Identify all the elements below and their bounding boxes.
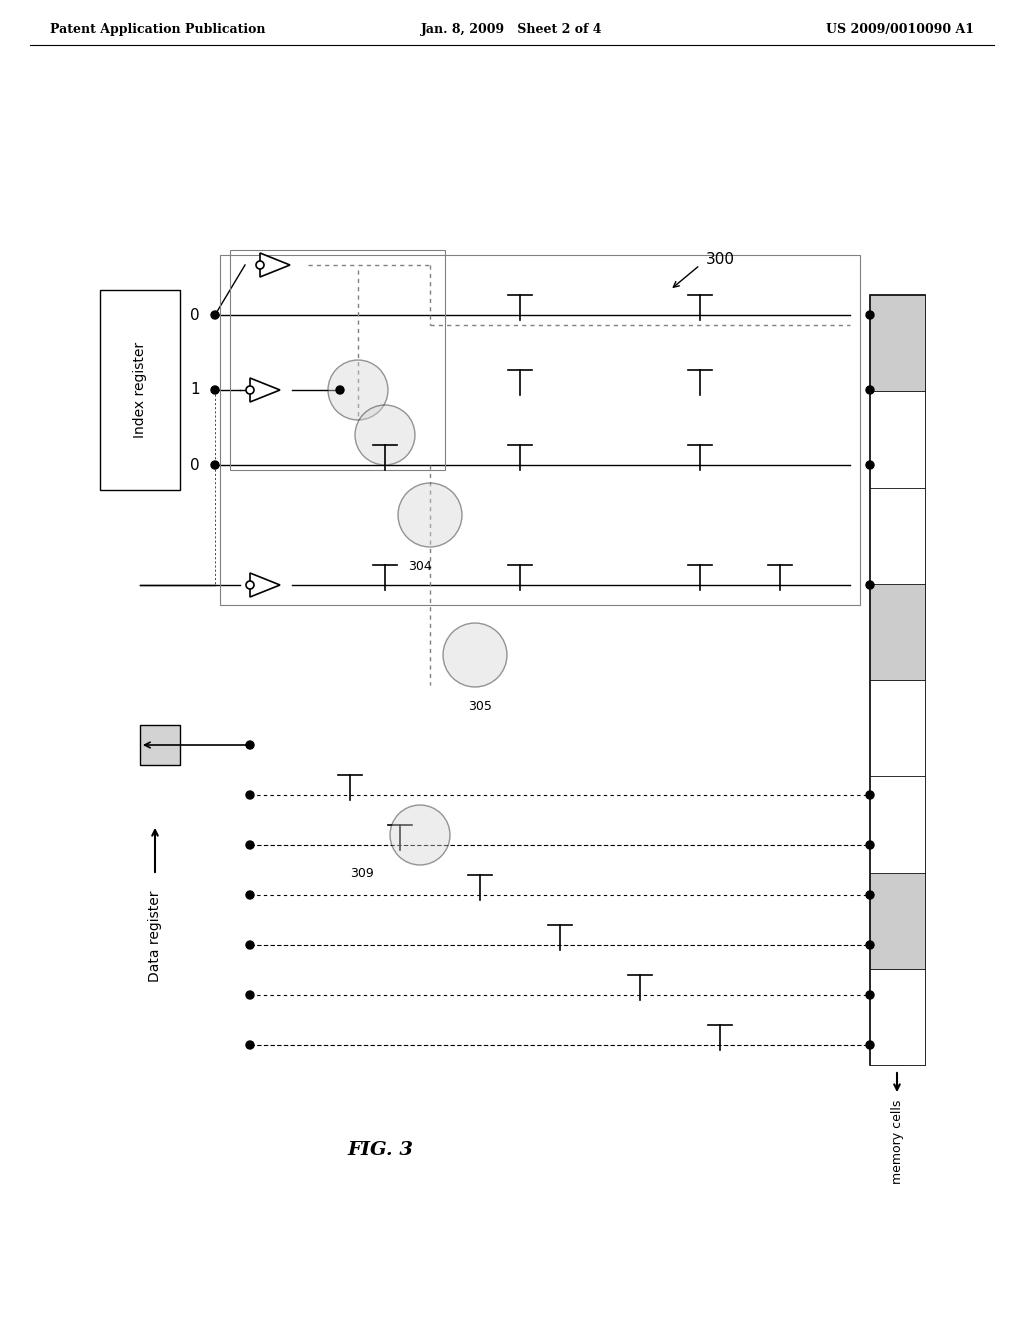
Bar (870, 969, 925, 1065)
Circle shape (246, 1041, 254, 1049)
Text: 1: 1 (190, 383, 200, 397)
Text: FIG. 3: FIG. 3 (347, 1140, 413, 1159)
Bar (230, 249, 445, 470)
Text: US 2009/0010090 A1: US 2009/0010090 A1 (826, 24, 974, 37)
Circle shape (866, 891, 874, 899)
Circle shape (246, 385, 254, 393)
Circle shape (866, 991, 874, 999)
Bar (870, 391, 925, 487)
Circle shape (246, 941, 254, 949)
Bar (870, 487, 925, 583)
Text: Data register: Data register (148, 890, 162, 982)
Text: memory cells: memory cells (891, 1100, 903, 1184)
Text: Index register: Index register (133, 342, 147, 438)
Circle shape (328, 360, 388, 420)
Circle shape (256, 261, 264, 269)
Text: 305: 305 (468, 700, 492, 713)
Circle shape (866, 312, 874, 319)
Bar (870, 294, 925, 1065)
Circle shape (355, 405, 415, 465)
Circle shape (390, 805, 450, 865)
Circle shape (246, 991, 254, 999)
Polygon shape (250, 378, 280, 403)
Bar (870, 776, 925, 873)
Circle shape (866, 1041, 874, 1049)
Circle shape (211, 312, 219, 319)
Polygon shape (250, 573, 280, 597)
Circle shape (246, 581, 254, 589)
Circle shape (866, 791, 874, 799)
Text: 0: 0 (190, 308, 200, 322)
Text: 300: 300 (706, 252, 734, 268)
Circle shape (211, 385, 219, 393)
Text: 0: 0 (190, 458, 200, 473)
Bar (870, 680, 925, 776)
Text: 304: 304 (409, 560, 432, 573)
Circle shape (443, 623, 507, 686)
Bar (870, 583, 925, 680)
Circle shape (336, 385, 344, 393)
Bar (870, 294, 925, 391)
Circle shape (866, 461, 874, 469)
Bar (870, 873, 925, 969)
Circle shape (246, 741, 254, 748)
Circle shape (246, 841, 254, 849)
Circle shape (866, 581, 874, 589)
Bar (220, 255, 860, 605)
Text: 309: 309 (350, 867, 374, 880)
Text: Jan. 8, 2009   Sheet 2 of 4: Jan. 8, 2009 Sheet 2 of 4 (421, 24, 603, 37)
Circle shape (866, 941, 874, 949)
Circle shape (866, 841, 874, 849)
Circle shape (246, 891, 254, 899)
Circle shape (211, 461, 219, 469)
Circle shape (246, 791, 254, 799)
Circle shape (398, 483, 462, 546)
Bar (140, 725, 180, 766)
Bar (100, 290, 180, 490)
Polygon shape (260, 253, 290, 277)
Text: Patent Application Publication: Patent Application Publication (50, 24, 265, 37)
Circle shape (866, 385, 874, 393)
